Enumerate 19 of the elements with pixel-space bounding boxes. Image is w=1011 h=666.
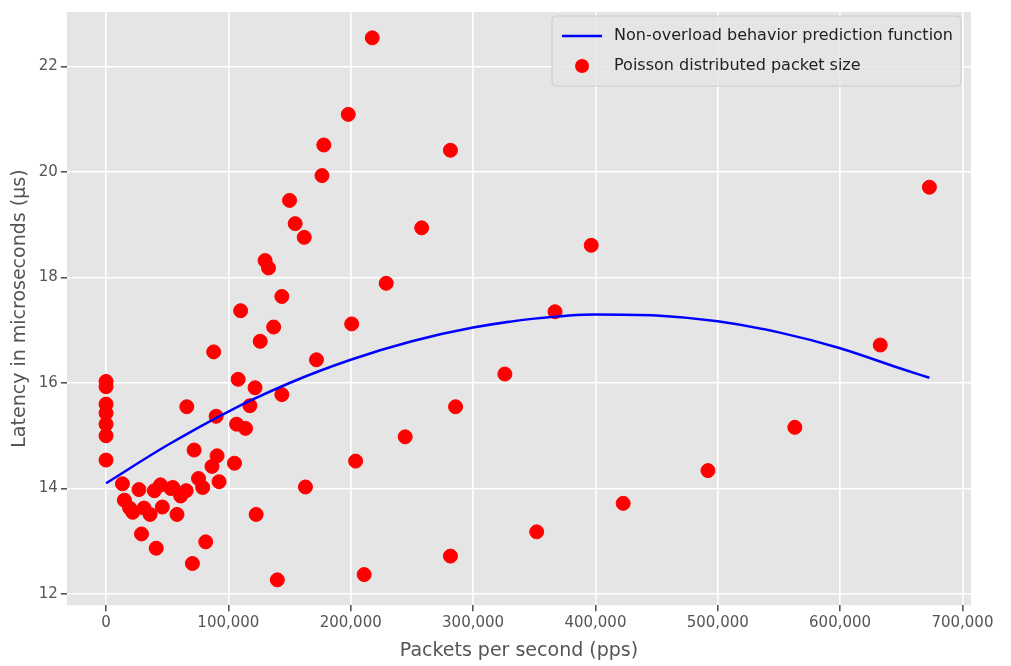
x-tick-label: 400,000	[564, 613, 627, 632]
y-axis-title: Latency in microseconds (μs)	[7, 169, 30, 448]
x-tick-label: 200,000	[319, 613, 382, 632]
x-axis-title: Packets per second (pps)	[399, 637, 639, 660]
y-tick-label: 18	[38, 267, 58, 286]
y-tick-label: 16	[38, 372, 58, 391]
y-tick-label: 22	[38, 56, 58, 75]
legend-label: Non-overload behavior prediction function	[614, 25, 954, 45]
x-tick-label: 500,000	[686, 613, 749, 632]
x-tick-label: 0	[101, 613, 111, 632]
y-tick-label: 14	[38, 478, 58, 497]
x-tick-label: 300,000	[442, 613, 505, 632]
y-tick-label: 20	[38, 161, 58, 180]
legend-label: Poisson distributed packet size	[614, 55, 861, 75]
y-tick-label: 12	[38, 584, 58, 603]
line-series	[104, 313, 931, 485]
x-tick-label: 100,000	[197, 613, 260, 632]
x-tick-label: 600,000	[809, 613, 872, 632]
x-tick-label: 700,000	[931, 613, 994, 632]
